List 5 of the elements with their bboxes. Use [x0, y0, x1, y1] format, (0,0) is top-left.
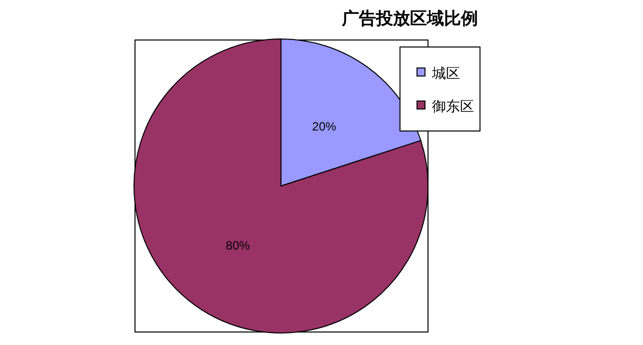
- data-label: 20%: [312, 120, 337, 134]
- legend-label: 城区: [431, 66, 460, 82]
- data-label: 80%: [226, 238, 250, 252]
- chart-title: 广告投放区域比例: [341, 9, 478, 28]
- legend-label: 御东区: [432, 99, 474, 115]
